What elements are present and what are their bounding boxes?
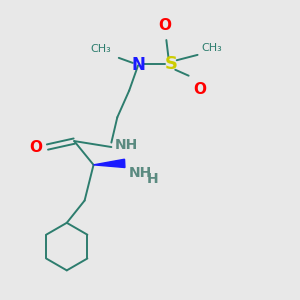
Text: CH₃: CH₃ <box>91 44 111 54</box>
Text: N: N <box>131 56 145 74</box>
Text: O: O <box>29 140 42 154</box>
Text: O: O <box>193 82 206 97</box>
Text: NH: NH <box>114 138 138 152</box>
Text: S: S <box>164 55 177 73</box>
Text: H: H <box>147 172 158 186</box>
Text: NH: NH <box>128 166 152 180</box>
Text: O: O <box>158 18 171 33</box>
Polygon shape <box>94 159 125 167</box>
Text: CH₃: CH₃ <box>201 43 222 52</box>
